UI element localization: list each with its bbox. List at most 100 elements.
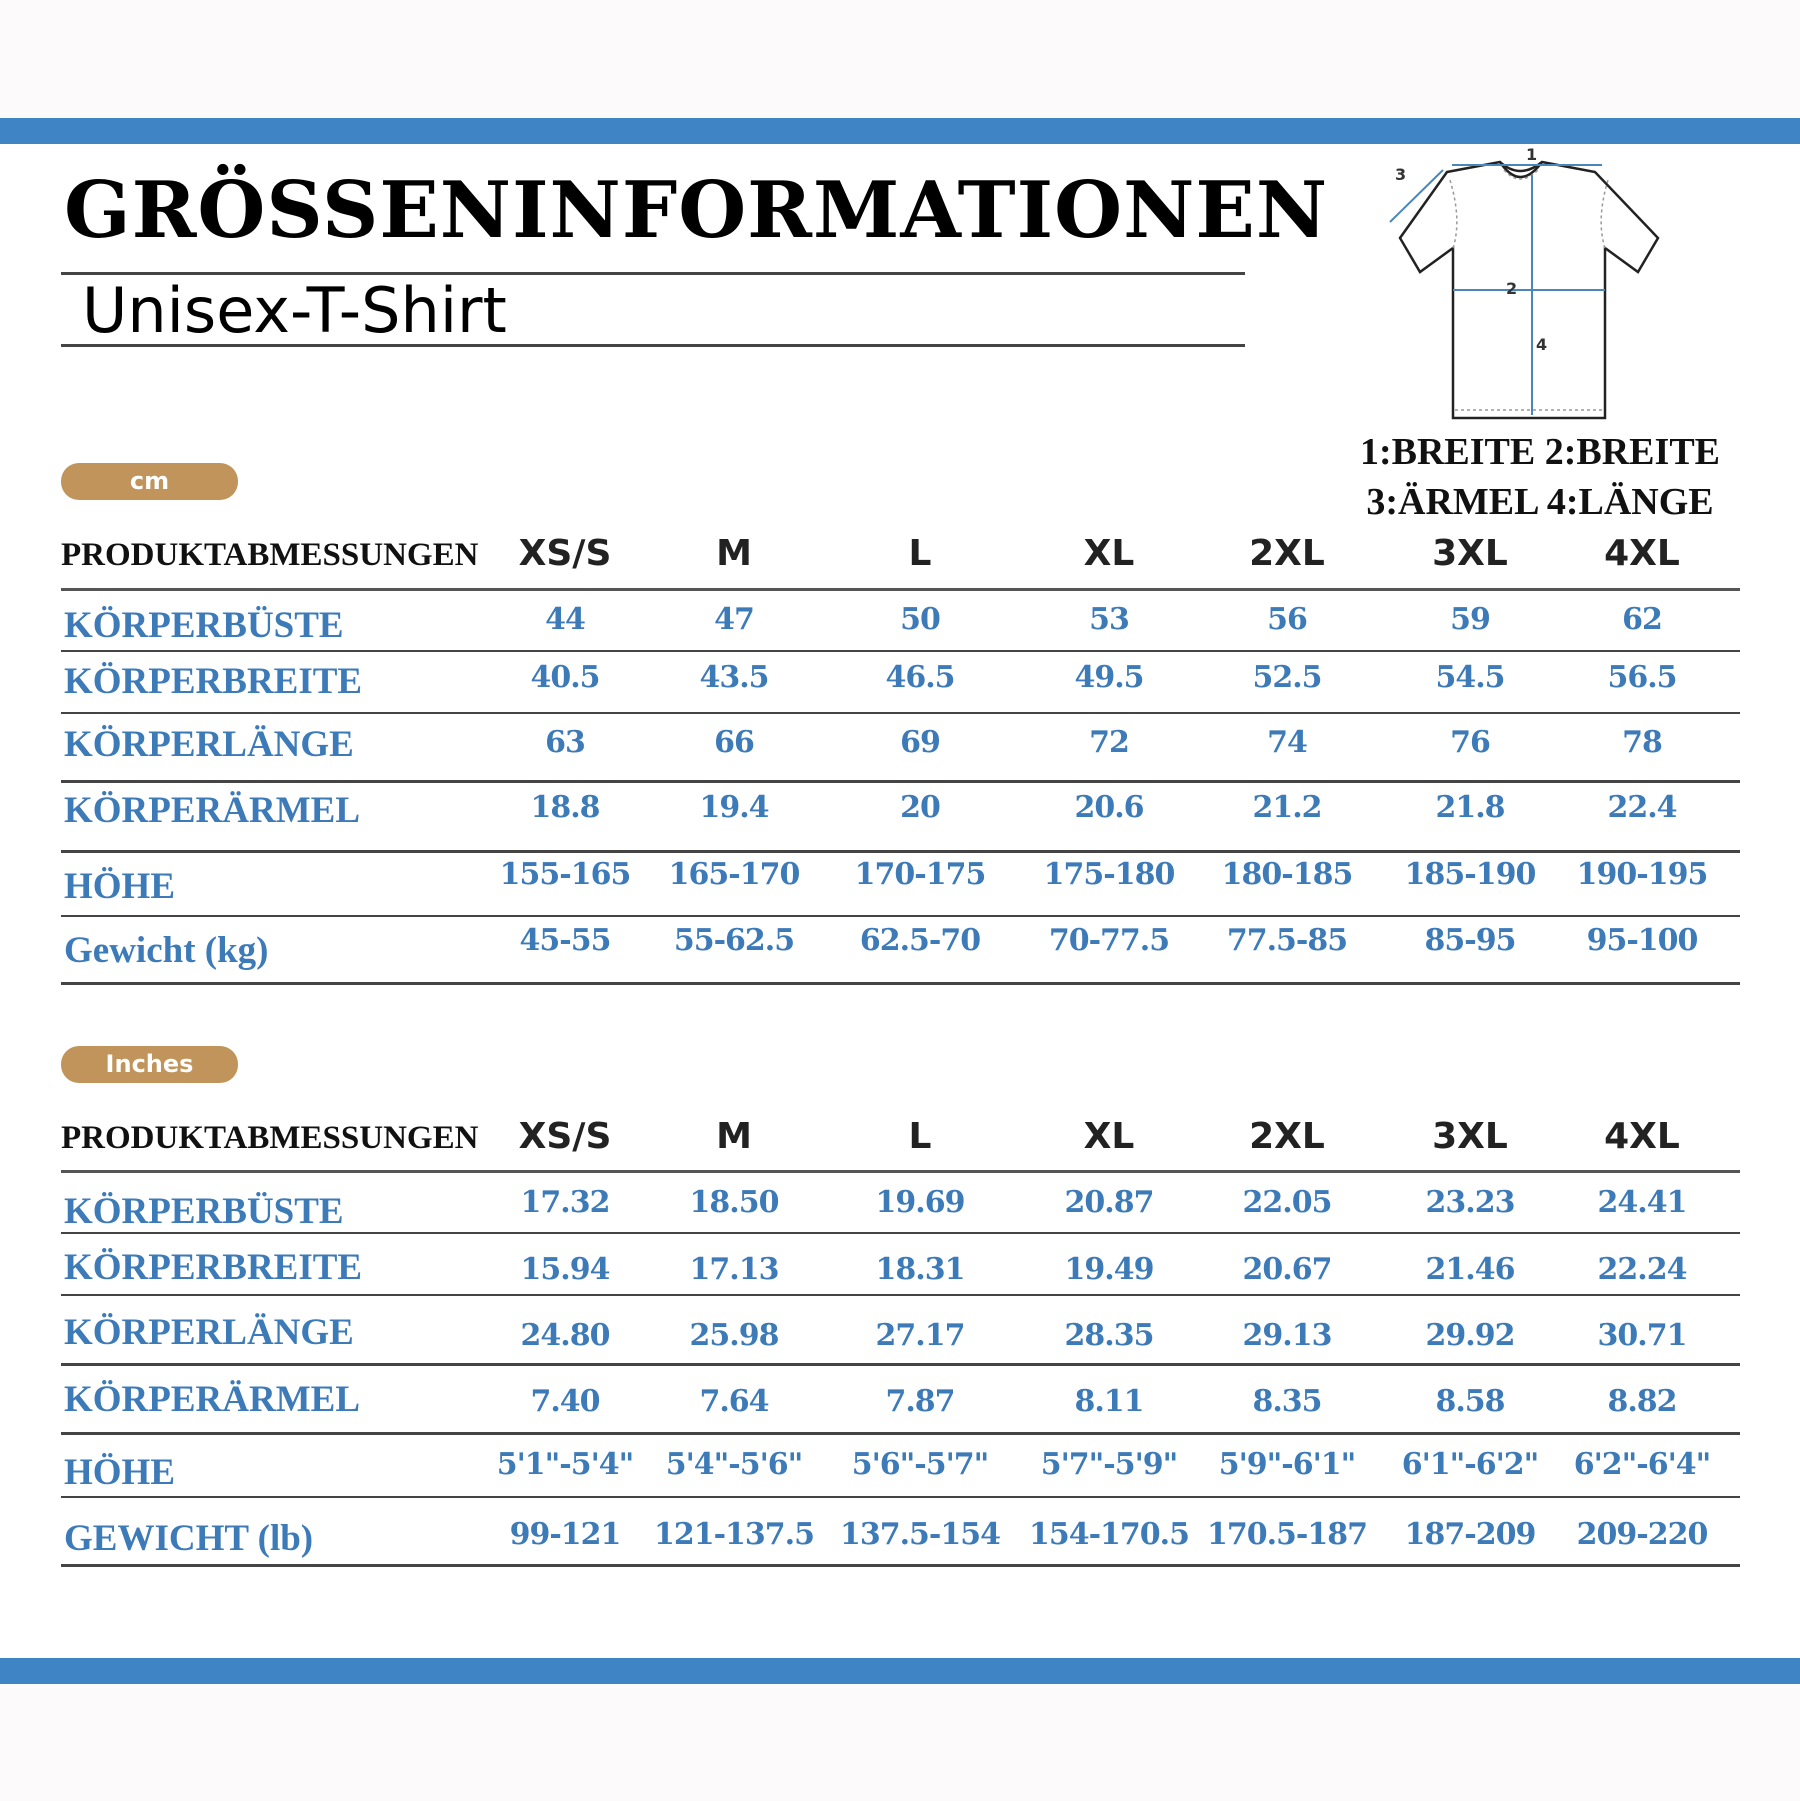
table-cell: 95-100 — [1586, 923, 1699, 958]
diagram-label: 3 — [1395, 165, 1406, 184]
table-cell: 5'9"-6'1" — [1218, 1447, 1357, 1482]
table-cell: 8.35 — [1252, 1384, 1322, 1419]
row-label: GEWICHT (lb) — [64, 1518, 314, 1559]
row-divider — [61, 588, 1740, 591]
row-divider — [61, 650, 1740, 652]
table-cell: 15.94 — [520, 1252, 611, 1287]
table-cell: 154-170.5 — [1028, 1517, 1190, 1552]
table-cell: 21.8 — [1435, 790, 1505, 825]
unit-badge-cm: cm — [61, 463, 238, 500]
table-cell: 155-165 — [499, 857, 632, 892]
table-cell: 74 — [1267, 725, 1308, 760]
table-cell: 47 — [714, 602, 755, 637]
divider — [61, 344, 1245, 347]
table-cell: 49.5 — [1074, 660, 1144, 695]
row-divider — [61, 915, 1740, 917]
size-header: XS/S — [518, 1116, 612, 1157]
table-cell: 30.71 — [1597, 1318, 1688, 1353]
column-header-label: PRODUKTABMESSUNGEN — [61, 1120, 479, 1156]
table-cell: 59 — [1450, 602, 1491, 637]
table-cell: 5'4"-5'6" — [665, 1447, 804, 1482]
table-cell: 19.49 — [1064, 1252, 1155, 1287]
table-cell: 69 — [900, 725, 941, 760]
table-cell: 62 — [1622, 602, 1663, 637]
table-cell: 19.4 — [699, 790, 769, 825]
table-cell: 28.35 — [1064, 1318, 1155, 1353]
table-cell: 7.64 — [699, 1384, 769, 1419]
diagram-label: 4 — [1536, 335, 1547, 354]
t-shirt-measurement-icon: 1 2 3 4 — [1389, 145, 1660, 420]
table-cell: 8.58 — [1435, 1384, 1505, 1419]
table-cell: 78 — [1622, 725, 1663, 760]
table-cell: 8.82 — [1607, 1384, 1677, 1419]
table-cell: 24.80 — [520, 1318, 611, 1353]
row-label: HÖHE — [64, 1452, 176, 1493]
content-area — [0, 144, 1800, 1658]
table-cell: 18.31 — [875, 1252, 966, 1287]
table-cell: 23.23 — [1425, 1185, 1516, 1220]
row-label: KÖRPERBREITE — [64, 661, 363, 702]
row-divider — [61, 1363, 1740, 1366]
size-header: 2XL — [1249, 533, 1325, 574]
row-label: Gewicht (kg) — [64, 930, 269, 971]
table-cell: 63 — [545, 725, 586, 760]
table-cell: 180-185 — [1221, 857, 1354, 892]
row-divider — [61, 1564, 1740, 1567]
row-label: KÖRPERÄRMEL — [64, 1379, 360, 1420]
row-divider — [61, 1294, 1740, 1296]
divider — [61, 272, 1245, 275]
table-cell: 175-180 — [1043, 857, 1176, 892]
table-cell: 170-175 — [854, 857, 987, 892]
size-header: L — [908, 1116, 932, 1157]
size-header: 2XL — [1249, 1116, 1325, 1157]
row-divider — [61, 1496, 1740, 1498]
table-cell: 17.32 — [520, 1185, 611, 1220]
table-cell: 121-137.5 — [653, 1517, 815, 1552]
size-header: L — [908, 533, 932, 574]
table-cell: 6'2"-6'4" — [1573, 1447, 1712, 1482]
size-header: M — [716, 533, 752, 574]
table-cell: 20.67 — [1242, 1252, 1333, 1287]
table-cell: 40.5 — [530, 660, 600, 695]
table-cell: 187-209 — [1404, 1517, 1537, 1552]
table-cell: 20 — [900, 790, 941, 825]
diagram-legend: 1:BREITE 2:BREITE — [1359, 431, 1721, 473]
column-header-label: PRODUKTABMESSUNGEN — [61, 537, 479, 573]
table-cell: 85-95 — [1424, 923, 1517, 958]
table-cell: 190-195 — [1576, 857, 1709, 892]
table-cell: 137.5-154 — [839, 1517, 1001, 1552]
row-label: KÖRPERÄRMEL — [64, 790, 360, 831]
row-label: KÖRPERLÄNGE — [64, 724, 354, 765]
table-cell: 29.92 — [1425, 1318, 1516, 1353]
table-cell: 185-190 — [1404, 857, 1537, 892]
size-header: M — [716, 1116, 752, 1157]
table-cell: 46.5 — [885, 660, 955, 695]
table-cell: 72 — [1089, 725, 1130, 760]
table-cell: 17.13 — [689, 1252, 780, 1287]
row-label: KÖRPERBREITE — [64, 1247, 363, 1288]
table-cell: 19.69 — [875, 1185, 966, 1220]
table-cell: 5'6"-5'7" — [851, 1447, 990, 1482]
table-cell: 77.5-85 — [1226, 923, 1348, 958]
table-cell: 25.98 — [689, 1318, 780, 1353]
table-cell: 54.5 — [1435, 660, 1505, 695]
table-cell: 44 — [545, 602, 586, 637]
table-cell: 5'1"-5'4" — [496, 1447, 635, 1482]
table-cell: 45-55 — [519, 923, 612, 958]
table-cell: 165-170 — [668, 857, 801, 892]
row-label: HÖHE — [64, 866, 176, 907]
size-header: XL — [1083, 533, 1135, 574]
table-cell: 24.41 — [1597, 1185, 1688, 1220]
row-divider — [61, 1170, 1740, 1173]
size-header: XS/S — [518, 533, 612, 574]
table-cell: 27.17 — [875, 1318, 966, 1353]
unit-badge-inches: Inches — [61, 1046, 238, 1083]
row-label: KÖRPERBÜSTE — [64, 605, 344, 646]
diagram-label: 1 — [1526, 145, 1537, 164]
table-cell: 99-121 — [509, 1517, 622, 1552]
row-divider — [61, 712, 1740, 714]
table-cell: 66 — [714, 725, 755, 760]
table-cell: 53 — [1089, 602, 1130, 637]
row-label: KÖRPERBÜSTE — [64, 1191, 344, 1232]
top-accent-bar — [0, 118, 1800, 144]
